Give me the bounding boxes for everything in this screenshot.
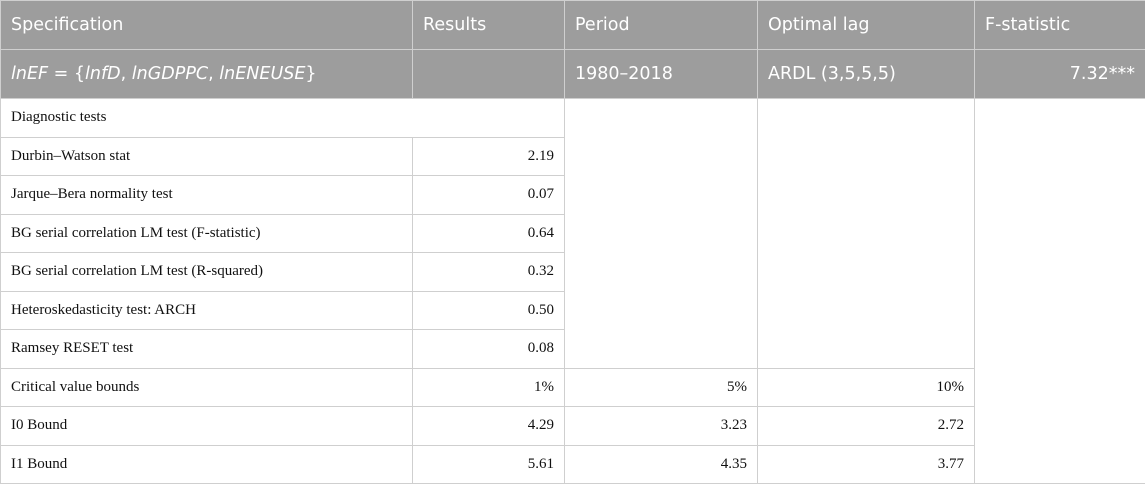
comma-2: ,	[208, 64, 214, 84]
model-results	[413, 50, 565, 99]
model-var-3: lnENEUSE	[219, 64, 305, 84]
header-specification: Specification	[1, 1, 413, 50]
bounds-label: Critical value bounds	[1, 368, 413, 407]
model-lhs: lnEF	[11, 64, 48, 84]
model-var-1: lnfD	[85, 64, 121, 84]
equals-sign: =	[54, 64, 69, 84]
bound-value-3: 3.77	[758, 445, 975, 484]
test-name: Jarque–Bera normality test	[1, 176, 413, 215]
bounds-col-2: 5%	[565, 368, 758, 407]
bounds-col-1: 1%	[413, 368, 565, 407]
model-equation: lnEF = {lnfD, lnGDPPC, lnENEUSE}	[11, 64, 317, 84]
model-specification: lnEF = {lnfD, lnGDPPC, lnENEUSE}	[1, 50, 413, 99]
bounds-header-row: Critical value bounds 1% 5% 10%	[1, 368, 1145, 407]
test-name: BG serial correlation LM test (F-statist…	[1, 214, 413, 253]
blank-fstat-cell	[975, 99, 1145, 484]
model-var-2: lnGDPPC	[132, 64, 208, 84]
test-value: 0.07	[413, 176, 565, 215]
model-period: 1980–2018	[565, 50, 758, 99]
header-f-statistic: F-statistic	[975, 1, 1145, 50]
test-value: 0.64	[413, 214, 565, 253]
bound-value-2: 4.35	[565, 445, 758, 484]
bounds-col-3: 10%	[758, 368, 975, 407]
test-name: Durbin–Watson stat	[1, 137, 413, 176]
test-value: 0.32	[413, 253, 565, 292]
close-brace: }	[305, 64, 316, 84]
bound-value-1: 4.29	[413, 407, 565, 446]
open-brace: {	[74, 64, 85, 84]
bound-value-2: 3.23	[565, 407, 758, 446]
header-row: Specification Results Period Optimal lag…	[1, 1, 1145, 50]
table-row: I0 Bound 4.29 3.23 2.72	[1, 407, 1145, 446]
model-f-statistic: 7.32***	[975, 50, 1145, 99]
header-optimal-lag: Optimal lag	[758, 1, 975, 50]
model-row: lnEF = {lnfD, lnGDPPC, lnENEUSE} 1980–20…	[1, 50, 1145, 99]
test-value: 0.50	[413, 291, 565, 330]
test-value: 2.19	[413, 137, 565, 176]
test-name: Ramsey RESET test	[1, 330, 413, 369]
header-results: Results	[413, 1, 565, 50]
diagnostics-title: Diagnostic tests	[1, 99, 565, 138]
comma-1: ,	[121, 64, 127, 84]
bound-label: I0 Bound	[1, 407, 413, 446]
header-period: Period	[565, 1, 758, 50]
table-row: I1 Bound 5.61 4.35 3.77	[1, 445, 1145, 484]
bound-value-1: 5.61	[413, 445, 565, 484]
bound-value-3: 2.72	[758, 407, 975, 446]
diagnostics-title-row: Diagnostic tests	[1, 99, 1145, 138]
test-name: Heteroskedasticity test: ARCH	[1, 291, 413, 330]
blank-lag-cell	[758, 99, 975, 369]
blank-period-cell	[565, 99, 758, 369]
bound-label: I1 Bound	[1, 445, 413, 484]
test-value: 0.08	[413, 330, 565, 369]
test-name: BG serial correlation LM test (R-squared…	[1, 253, 413, 292]
model-optimal-lag: ARDL (3,5,5,5)	[758, 50, 975, 99]
